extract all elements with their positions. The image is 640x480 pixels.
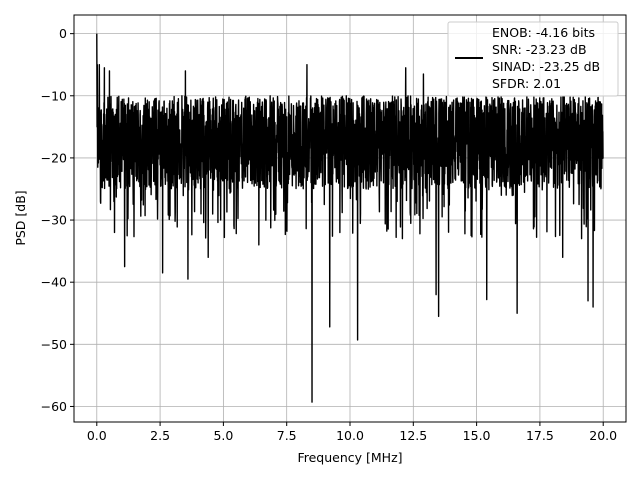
x-tick-label: 17.5	[526, 428, 554, 443]
x-axis-label: Frequency [MHz]	[297, 450, 402, 465]
x-tick-label: 2.5	[150, 428, 170, 443]
legend-entry-snr: SNR: -23.23 dB	[492, 42, 587, 57]
legend-box	[447, 21, 619, 97]
legend-entry-enob: ENOB: -4.16 bits	[492, 25, 595, 40]
y-axis-label: PSD [dB]	[13, 190, 28, 245]
legend-entry-sfdr: SFDR: 2.01	[492, 76, 561, 91]
y-tick-label: −60	[41, 399, 67, 414]
y-tick-label: 0	[59, 26, 67, 41]
axis-ticks: 0.0 2.5 5.0 7.5 10.0 12.5 15.0 17.5 20.0 0 −10 −20 −…	[41, 26, 618, 443]
y-tick-label: −10	[41, 88, 67, 103]
x-tick-label: 7.5	[277, 428, 297, 443]
legend: ENOB: -4.16 bits SNR: -23.23 dB SINAD: -…	[447, 21, 619, 97]
y-tick-label: −40	[41, 275, 67, 290]
x-tick-label: 10.0	[336, 428, 364, 443]
psd-line	[96, 33, 604, 403]
x-tick-label: 12.5	[399, 428, 427, 443]
x-tick-label: 0.0	[87, 428, 107, 443]
x-tick-label: 20.0	[589, 428, 617, 443]
x-tick-label: 15.0	[463, 428, 491, 443]
y-tick-label: −50	[41, 337, 67, 352]
x-tick-label: 5.0	[213, 428, 233, 443]
psd-series	[96, 33, 604, 403]
legend-entry-sinad: SINAD: -23.25 dB	[492, 59, 600, 74]
y-tick-label: −30	[41, 213, 67, 228]
y-tick-label: −20	[41, 150, 67, 165]
